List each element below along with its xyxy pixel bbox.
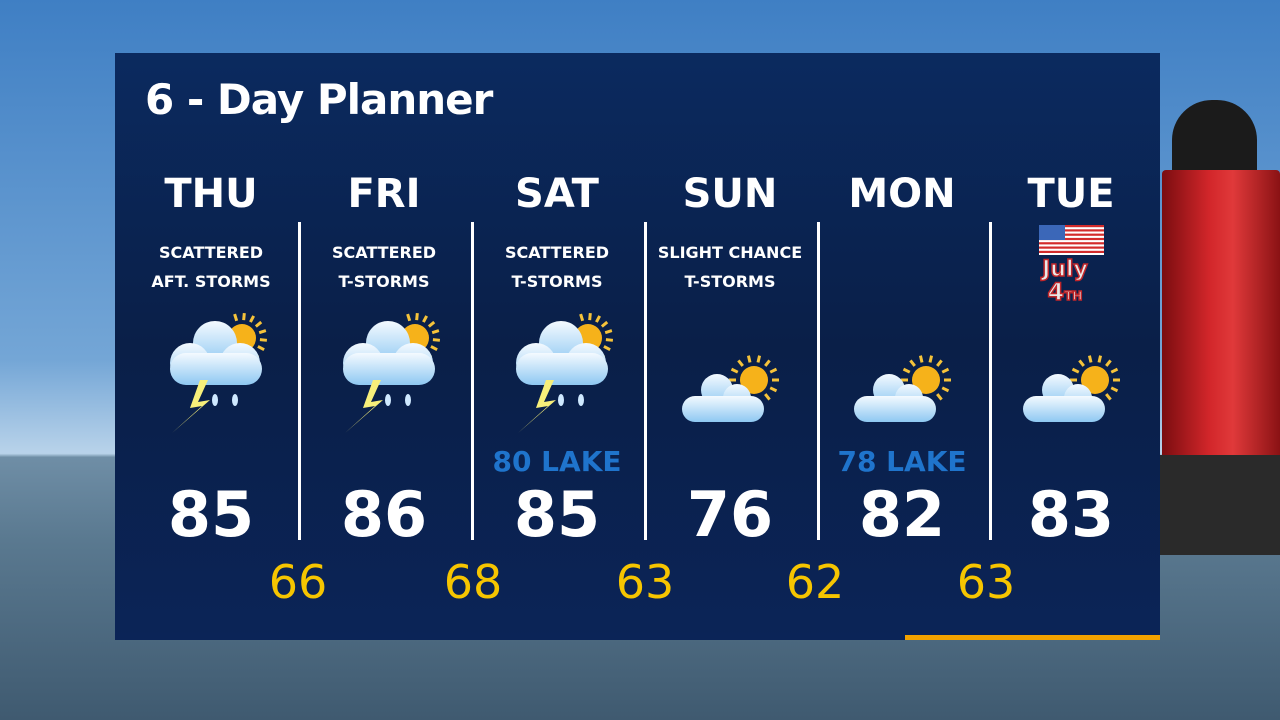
partly-cloudy-icon	[844, 308, 959, 442]
column-divider	[989, 222, 992, 540]
forecast-description: SLIGHT CHANCE T-STORMS	[644, 238, 816, 296]
day-name: FRI	[347, 171, 421, 217]
day-name: SAT	[515, 171, 599, 217]
high-temp: 76	[686, 478, 774, 551]
forecast-panel: 6 - Day Planner THU SCATTERED AFT. STORMS…	[115, 53, 1160, 640]
low-temp: 62	[785, 555, 845, 609]
low-temp: 68	[443, 555, 503, 609]
desc-line-1: SCATTERED	[504, 243, 610, 262]
storm-sun-icon	[506, 308, 621, 442]
forecast-description: SCATTERED T-STORMS	[298, 238, 470, 296]
forecast-description: SCATTERED AFT. STORMS	[125, 238, 297, 296]
storm-sun-icon	[333, 308, 448, 442]
day-name: TUE	[1027, 171, 1115, 217]
day-name: SUN	[682, 171, 778, 217]
low-temp: 66	[268, 555, 328, 609]
storm-sun-icon	[160, 308, 275, 442]
page-title: 6 - Day Planner	[145, 75, 493, 124]
july-4th-badge: July 4TH	[1021, 225, 1121, 307]
desc-line-1: SCATTERED	[158, 243, 264, 262]
partly-cloudy-icon	[1013, 308, 1128, 442]
lighthouse-lantern	[1172, 100, 1257, 178]
lake-temp: 80 LAKE	[492, 445, 622, 478]
column-divider	[644, 222, 647, 540]
forecast-description: SCATTERED T-STORMS	[471, 238, 643, 296]
desc-line-2: T-STORMS	[338, 272, 430, 291]
low-temp: 63	[956, 555, 1016, 609]
column-divider	[298, 222, 301, 540]
desc-line-2: T-STORMS	[684, 272, 776, 291]
desc-line-2: AFT. STORMS	[151, 272, 271, 291]
high-temp: 82	[858, 478, 946, 551]
low-temp: 63	[615, 555, 675, 609]
high-temp: 86	[340, 478, 428, 551]
high-temp: 85	[167, 478, 255, 551]
high-temp: 83	[1027, 478, 1115, 551]
column-divider	[471, 222, 474, 540]
desc-line-2: T-STORMS	[511, 272, 603, 291]
high-temp: 85	[513, 478, 601, 551]
desc-line-1: SLIGHT CHANCE	[657, 243, 803, 262]
day-name: MON	[848, 171, 956, 217]
partly-cloudy-icon	[672, 308, 787, 442]
pier	[1150, 455, 1280, 555]
day-name: THU	[164, 171, 258, 217]
column-divider	[817, 222, 820, 540]
accent-bar	[905, 635, 1160, 640]
lighthouse	[1162, 170, 1280, 460]
desc-line-1: SCATTERED	[331, 243, 437, 262]
lake-temp: 78 LAKE	[837, 445, 967, 478]
